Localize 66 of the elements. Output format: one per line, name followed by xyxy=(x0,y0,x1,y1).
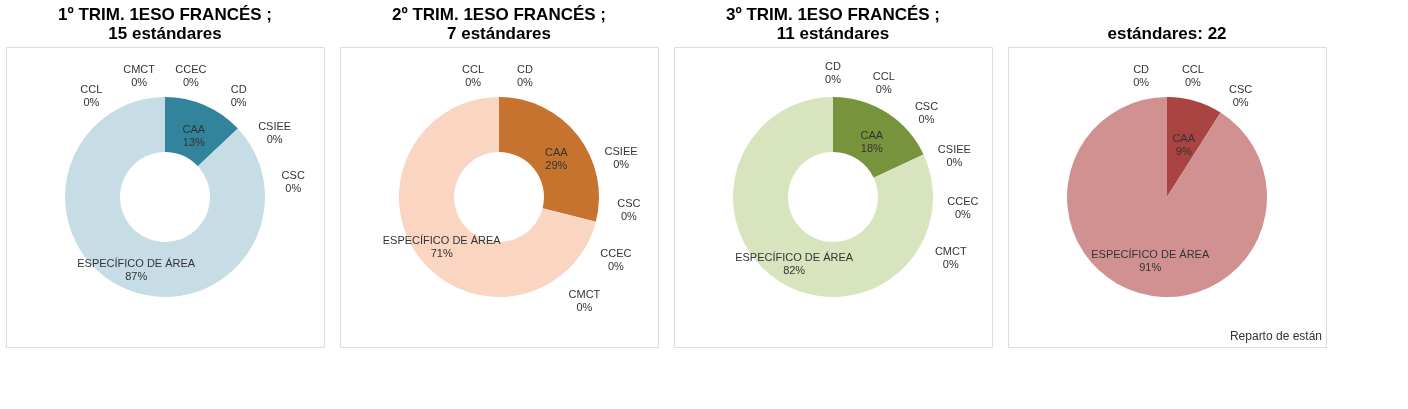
pie-slice xyxy=(1067,97,1267,297)
slice-label: ESPECÍFICO DE ÁREA xyxy=(735,251,854,264)
text: Reparto de están xyxy=(1229,329,1322,343)
text: 0% xyxy=(918,112,935,125)
text: 0% xyxy=(285,181,302,194)
text: 0% xyxy=(620,209,637,222)
category-label: CD xyxy=(516,62,533,75)
category-label: CCEC xyxy=(600,246,632,259)
category-label: CCEC xyxy=(947,194,979,207)
category-label: CMCT xyxy=(934,244,967,257)
category-label: CSIEE xyxy=(937,143,971,156)
text: 0% xyxy=(607,259,624,272)
category-label: CSC xyxy=(1229,82,1253,95)
category-label: CSC xyxy=(617,196,641,209)
chart-title: 1º TRIM. 1ESO FRANCÉS ; 15 estándares xyxy=(57,5,273,43)
text: 0% xyxy=(942,257,959,270)
text: 0% xyxy=(131,75,148,88)
data-label: 9% xyxy=(1175,145,1192,158)
category-label: CCEC xyxy=(175,62,207,75)
data-label: 13% xyxy=(182,136,206,149)
text: 0% xyxy=(465,75,482,88)
chart-title: 3º TRIM. 1ESO FRANCÉS ; 11 estándares xyxy=(725,5,941,43)
text: 0% xyxy=(613,158,630,171)
text: 0% xyxy=(825,73,841,85)
data-label: 82% xyxy=(783,264,806,277)
chart-title: 2º TRIM. 1ESO FRANCÉS ; 7 estándares xyxy=(391,5,607,43)
text: 0% xyxy=(516,75,533,88)
text: 0% xyxy=(954,207,971,220)
category-label: CCL xyxy=(462,62,485,75)
category-label: CD xyxy=(230,82,247,95)
text: 0% xyxy=(266,133,283,146)
text: 0% xyxy=(182,75,199,88)
slice-label: CAA xyxy=(544,145,569,158)
text: 0% xyxy=(230,95,247,108)
category-label: CCL xyxy=(80,82,103,95)
text: 0% xyxy=(1133,75,1150,88)
slice-label: CAA xyxy=(860,128,884,141)
slice-label: ESPECÍFICO DE ÁREA xyxy=(1091,247,1210,260)
slice-label: CAA xyxy=(1172,132,1196,145)
category-label: CSIEE xyxy=(604,145,638,158)
category-label: CSC xyxy=(281,168,305,181)
category-label: CMCT xyxy=(568,287,601,300)
donut-slice xyxy=(499,97,599,222)
data-label: 91% xyxy=(1139,260,1162,273)
text: 0% xyxy=(1232,95,1249,108)
pie-slice xyxy=(1167,97,1221,197)
data-label: 87% xyxy=(125,269,148,282)
category-label: CSIEE xyxy=(258,120,292,133)
category-label: CD xyxy=(1133,62,1150,75)
category-label: CMCT xyxy=(123,62,155,75)
category-label: CSC xyxy=(914,99,939,112)
slice-label: ESPECÍFICO DE ÁREA xyxy=(77,256,196,269)
text: 0% xyxy=(946,156,963,169)
data-label: 29% xyxy=(545,158,568,171)
chart-title: estándares: 22 xyxy=(1107,24,1227,43)
category-label: CCL xyxy=(872,70,895,83)
data-label: 18% xyxy=(860,141,884,154)
text: 0% xyxy=(83,95,100,108)
category-label: CCL xyxy=(1181,62,1204,75)
data-label: 71% xyxy=(430,247,453,260)
text: 0% xyxy=(875,83,892,96)
text: 0% xyxy=(1184,75,1201,88)
text: 0% xyxy=(576,300,593,313)
slice-label: CAA xyxy=(182,123,206,136)
slice-label: ESPECÍFICO DE ÁREA xyxy=(382,234,502,247)
category-label: CD xyxy=(825,60,841,72)
